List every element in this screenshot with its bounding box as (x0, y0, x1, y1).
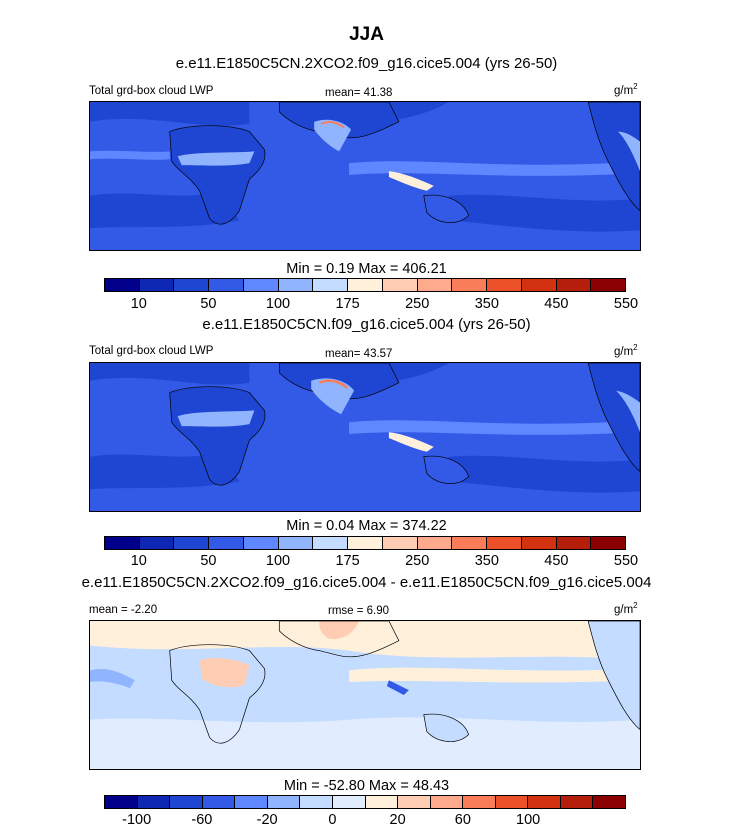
colorbar-swatch (348, 279, 383, 291)
colorbar-tick-label: -20 (256, 812, 278, 828)
panel3-rmse-label: rmse = 6.90 (328, 605, 390, 617)
colorbar-swatch (300, 796, 333, 808)
colorbar-swatch (452, 537, 488, 549)
colorbar-swatch (487, 279, 522, 291)
colorbar-tick-label: 10 (130, 296, 147, 312)
colorbar-swatch (243, 537, 279, 549)
panel1-mean-label: mean= 41.38 (325, 87, 393, 99)
colorbar-swatch (105, 279, 140, 291)
colorbar-swatch (243, 279, 279, 291)
colorbar-swatch (495, 796, 529, 808)
panel3-minmax: Min = -52.80 Max = 48.43 (283, 778, 450, 794)
colorbar-tick-label: 550 (613, 553, 639, 569)
colorbar-tick-label: 250 (405, 296, 430, 312)
colorbar-tick-label: 50 (200, 553, 217, 569)
colorbar-tick-label: 550 (613, 296, 639, 312)
colorbar-tick-label: 175 (335, 553, 360, 569)
panel2-minmax: Min = 0.04 Max = 374.22 (286, 518, 447, 534)
colorbar-swatch (105, 537, 140, 549)
panel2-title: e.e11.E1850C5CN.f09_g16.cice5.004 (yrs 2… (202, 316, 531, 333)
colorbar-tick-label: 10 (130, 553, 147, 569)
panel1-colorbar (104, 278, 626, 292)
colorbar-swatch (556, 279, 592, 291)
colorbar-swatch (382, 537, 418, 549)
colorbar-swatch (313, 537, 349, 549)
colorbar-tick-label: 350 (474, 296, 499, 312)
colorbar-tick-label: 100 (265, 296, 291, 312)
colorbar-swatch (556, 537, 592, 549)
colorbar-swatch (332, 796, 366, 808)
colorbar-swatch (382, 279, 418, 291)
colorbar-tick-label: -100 (122, 812, 152, 828)
panel3-mean-label: mean = -2.20 (89, 604, 158, 616)
panel3-units: g/m2 (614, 601, 638, 616)
colorbar-swatch (278, 537, 314, 549)
colorbar-swatch (174, 537, 210, 549)
colorbar-swatch (170, 796, 203, 808)
colorbar-swatch (202, 796, 236, 808)
panel2-colorbar (104, 536, 626, 550)
panel3-map (89, 620, 641, 770)
colorbar-swatch (560, 796, 594, 808)
colorbar-swatch (591, 279, 626, 291)
panel2-mean-label: mean= 43.57 (325, 348, 393, 360)
colorbar-swatch (267, 796, 301, 808)
season-title: JJA (349, 24, 384, 45)
colorbar-swatch (593, 796, 625, 808)
colorbar-tick-label: 50 (200, 296, 217, 312)
colorbar-swatch (417, 279, 453, 291)
colorbar-swatch (365, 796, 399, 808)
colorbar-tick-label: 20 (389, 812, 406, 828)
panel3-title: e.e11.E1850C5CN.2XCO2.f09_g16.cice5.004 … (81, 574, 652, 591)
colorbar-swatch (521, 537, 557, 549)
colorbar-swatch (174, 279, 210, 291)
colorbar-swatch (235, 796, 268, 808)
colorbar-tick-label: 450 (544, 553, 569, 569)
colorbar-swatch (591, 537, 626, 549)
colorbar-tick-label: 175 (335, 296, 360, 312)
colorbar-swatch (463, 796, 496, 808)
colorbar-swatch (137, 796, 171, 808)
colorbar-swatch (348, 537, 383, 549)
colorbar-tick-label: 100 (516, 812, 541, 828)
colorbar-swatch (398, 796, 431, 808)
panel2-map (89, 362, 641, 512)
colorbar-swatch (487, 537, 522, 549)
colorbar-swatch (417, 537, 453, 549)
colorbar-tick-label: 100 (265, 553, 291, 569)
colorbar-tick-label: -60 (191, 812, 213, 828)
colorbar-swatch (278, 279, 314, 291)
panel1-minmax: Min = 0.19 Max = 406.21 (286, 261, 447, 277)
panel2-units: g/m2 (614, 343, 638, 358)
colorbar-tick-label: 0 (328, 812, 337, 828)
colorbar-tick-label: 450 (544, 296, 569, 312)
colorbar-swatch (139, 279, 175, 291)
colorbar-swatch (209, 279, 244, 291)
panel3-colorbar (104, 795, 626, 809)
colorbar-swatch (105, 796, 138, 808)
colorbar-tick-label: 250 (405, 553, 430, 569)
panel2-colorbar-ticks: 10 50 100 175 250 350 450 550 (104, 553, 638, 571)
panel3-colorbar-ticks: -100 -60 -20 0 20 60 100 (104, 812, 626, 830)
panel1-colorbar-ticks: 10 50 100 175 250 350 450 550 (104, 296, 638, 314)
colorbar-tick-label: 350 (474, 553, 499, 569)
colorbar-swatch (521, 279, 557, 291)
colorbar-swatch (528, 796, 561, 808)
panel1-variable-label: Total grd-box cloud LWP (89, 85, 214, 97)
colorbar-swatch (313, 279, 349, 291)
colorbar-swatch (139, 537, 175, 549)
colorbar-swatch (430, 796, 464, 808)
colorbar-swatch (452, 279, 488, 291)
panel1-title: e.e11.E1850C5CN.2XCO2.f09_g16.cice5.004 … (175, 55, 558, 72)
colorbar-swatch (209, 537, 244, 549)
panel1-map (89, 101, 641, 251)
panel1-units: g/m2 (614, 82, 638, 97)
colorbar-tick-label: 60 (454, 812, 471, 828)
panel2-variable-label: Total grd-box cloud LWP (89, 345, 214, 357)
